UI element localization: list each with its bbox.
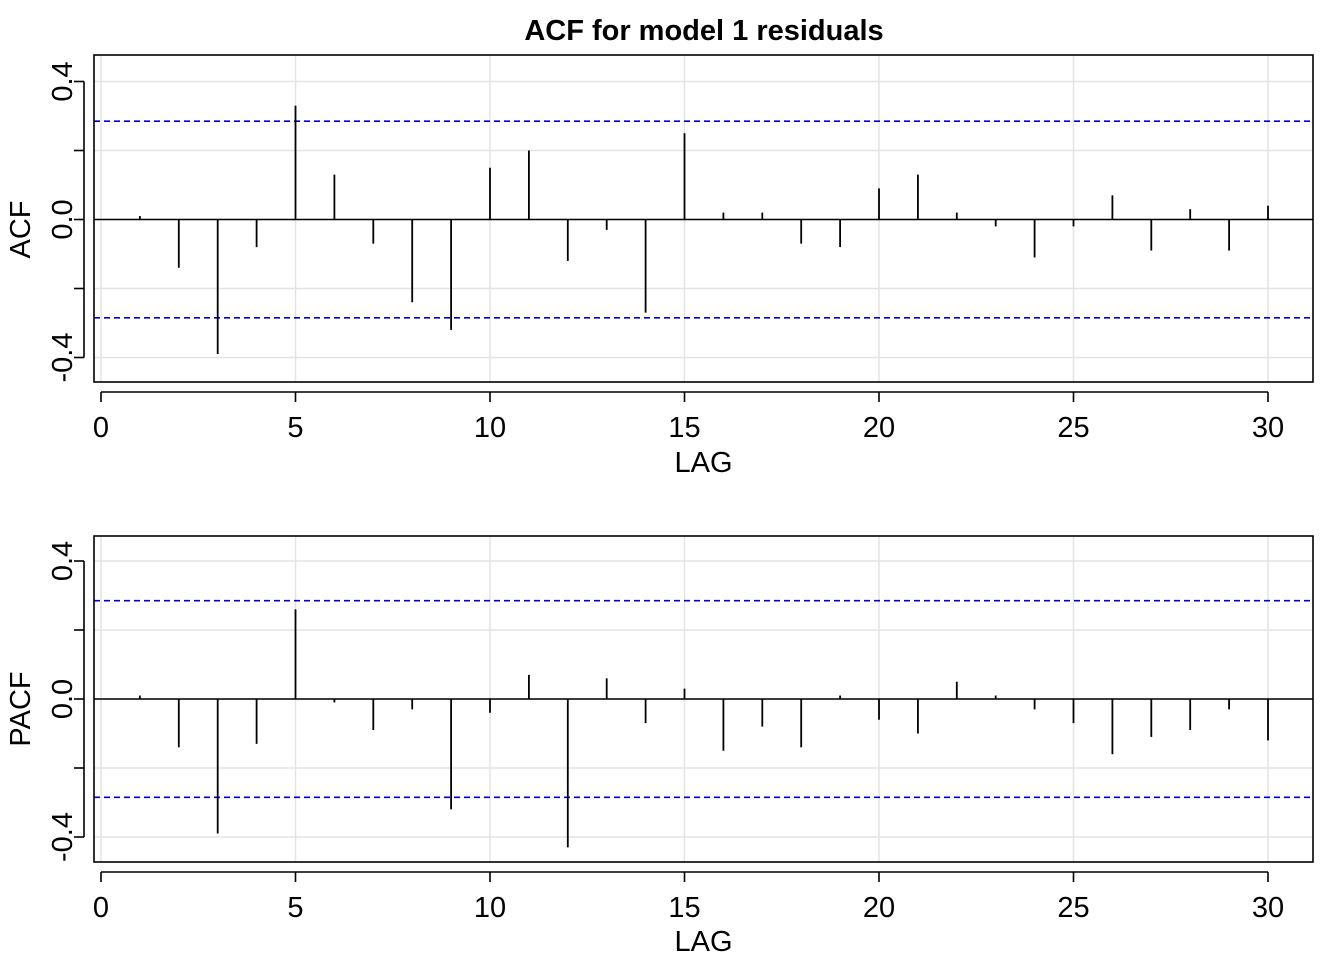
plot-frame — [93, 54, 1314, 383]
x-tick-label: 0 — [93, 892, 109, 924]
pacf-panel: 0 5 10 15 20 25 30 LAG -0.4 0.0 0.4 PACF — [5, 535, 1314, 958]
y-tick-label: 0.0 — [47, 679, 79, 719]
x-tick-label: 30 — [1252, 412, 1284, 444]
x-tick-label: 25 — [1057, 412, 1089, 444]
y-tick-label: -0.4 — [47, 812, 79, 862]
x-tick-label: 5 — [287, 412, 303, 444]
x-tick-label: 20 — [863, 892, 895, 924]
y-tick-label: 0.0 — [47, 199, 79, 239]
x-axis-label: LAG — [674, 447, 732, 479]
grid — [94, 55, 1313, 382]
y-tick-label: -0.4 — [47, 333, 79, 383]
plot-frame — [93, 535, 1314, 863]
acf-panel: 0 5 10 15 20 25 30 LAG -0.4 0.0 0.4 ACF — [5, 54, 1314, 479]
x-tick-label: 20 — [863, 412, 895, 444]
y-tick-label: 0.4 — [47, 61, 79, 101]
x-tick-label: 15 — [668, 892, 700, 924]
x-tick-label: 25 — [1057, 892, 1089, 924]
x-tick-label: 0 — [93, 412, 109, 444]
x-tick-label: 10 — [474, 892, 506, 924]
x-tick-label: 10 — [474, 412, 506, 444]
figure-title: ACF for model 1 residuals — [524, 15, 883, 47]
y-tick-label: 0.4 — [47, 541, 79, 581]
x-tick-label: 30 — [1252, 892, 1284, 924]
y-axis-label: PACF — [5, 671, 37, 746]
y-axis-label: ACF — [5, 201, 37, 259]
x-axis-label: LAG — [674, 926, 732, 958]
x-tick-label: 5 — [287, 892, 303, 924]
x-tick-label: 15 — [668, 412, 700, 444]
